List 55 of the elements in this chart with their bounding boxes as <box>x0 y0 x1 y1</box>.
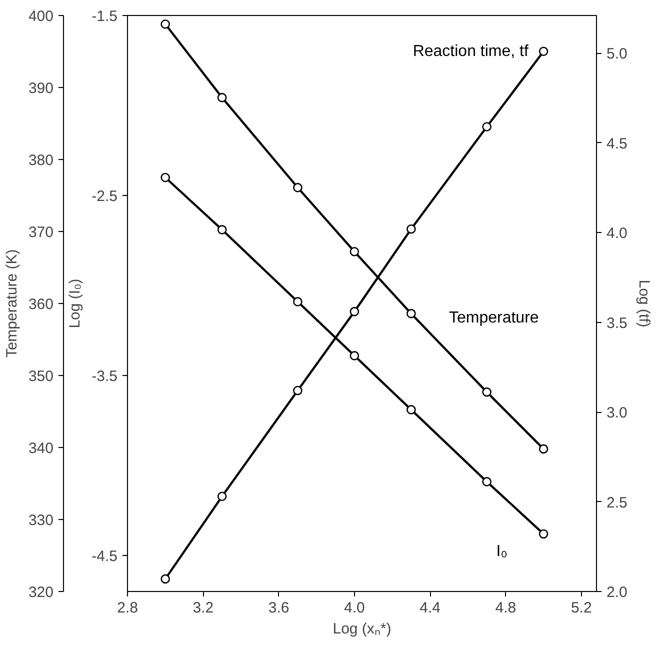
y-tick-label: 330 <box>28 512 54 529</box>
y3-tick-label: 2.5 <box>606 494 628 512</box>
point <box>160 172 170 182</box>
point <box>293 297 302 306</box>
point <box>217 92 227 102</box>
series-label: Reaction time, tf <box>412 42 529 60</box>
y-tick-label: 340 <box>28 440 54 457</box>
y-tick-label: 320 <box>28 584 54 601</box>
x-tick-label: 3.6 <box>268 600 290 616</box>
y3-tick-label: 3.0 <box>606 404 628 422</box>
point <box>293 386 302 396</box>
y3-tick-label: 4.5 <box>606 135 628 152</box>
y3-tick-label: 3.5 <box>606 314 628 332</box>
point <box>406 405 416 414</box>
y-axis-title: Temperature (K) <box>3 249 20 358</box>
point <box>406 308 416 318</box>
x-axis-title: Log (xₙ*) <box>332 620 392 638</box>
x-tick-label: 3.2 <box>192 600 214 616</box>
point <box>160 20 170 29</box>
point <box>482 477 492 486</box>
y2-axis-title: Log (I₀) <box>66 278 84 328</box>
point <box>350 306 360 316</box>
point <box>350 247 360 256</box>
point <box>538 46 548 56</box>
point <box>482 122 492 132</box>
x-tick-label: 5.2 <box>570 600 592 616</box>
point <box>350 351 360 360</box>
point <box>538 529 548 539</box>
point <box>160 574 170 584</box>
y2-tick-label: -2.5 <box>92 188 118 205</box>
x-tick-label: 2.8 <box>117 600 138 616</box>
point <box>538 444 548 454</box>
y-tick-label: 350 <box>28 368 54 385</box>
series-label: I₀ <box>496 542 508 560</box>
point <box>217 492 227 502</box>
y-tick-label: 370 <box>28 224 54 241</box>
y-tick-label: 380 <box>28 152 54 169</box>
y3-tick-label: 4.0 <box>606 225 628 242</box>
point <box>217 225 227 234</box>
y2-tick-label: -1.5 <box>92 8 118 25</box>
y2-tick-label: -4.5 <box>92 548 118 565</box>
y-tick-label: 360 <box>28 296 54 313</box>
point <box>482 387 492 397</box>
y3-axis-title: Log (tf) <box>635 280 652 328</box>
y-tick-label: 390 <box>28 80 54 97</box>
point <box>293 182 302 192</box>
point <box>406 224 416 234</box>
x-tick-label: 4.0 <box>344 600 365 616</box>
y3-tick-label: 2.0 <box>606 584 628 601</box>
y2-tick-label: -3.5 <box>92 368 118 385</box>
x-tick-label: 4.4 <box>420 600 441 616</box>
y3-tick-label: 5.0 <box>606 46 628 63</box>
y-tick-label: 400 <box>28 8 54 25</box>
series-label: Temperature <box>448 309 539 326</box>
x-tick-label: 4.8 <box>495 600 516 616</box>
